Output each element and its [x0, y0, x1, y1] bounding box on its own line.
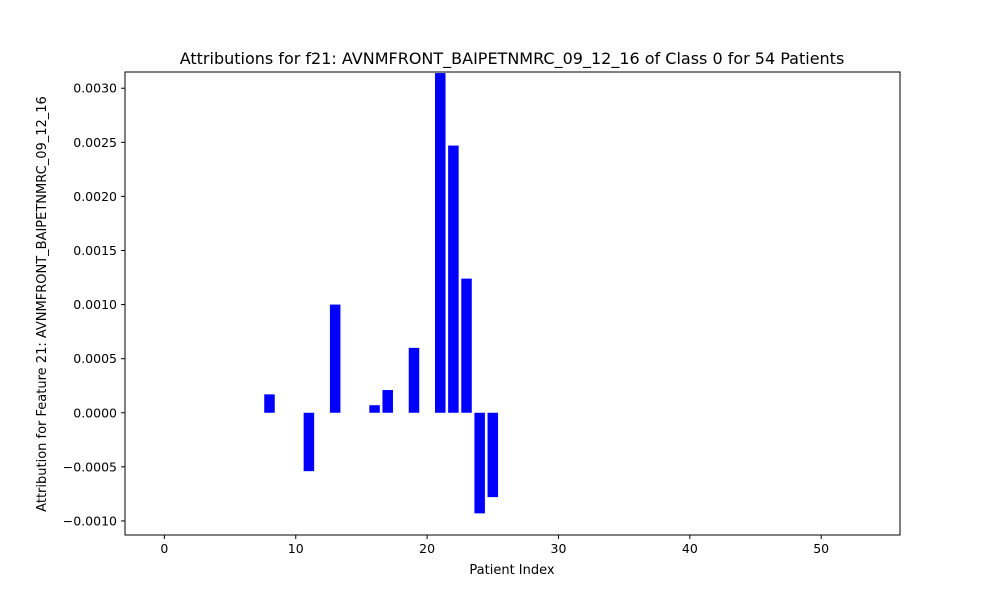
- y-tick-label: 0.0025: [73, 135, 117, 150]
- bar-patient-22: [448, 145, 459, 413]
- bar-patient-13: [329, 304, 341, 413]
- y-tick-label: 0.0020: [73, 189, 117, 204]
- bar-patient-25: [487, 412, 499, 498]
- y-axis-label: Attribution for Feature 21: AVNMFRONT_BA…: [35, 96, 50, 512]
- x-axis-label: Patient Index: [469, 563, 554, 578]
- y-tick-label: 0.0005: [73, 351, 117, 366]
- x-axis-ticks: 0 10 20 30 40 50: [160, 535, 829, 556]
- bar-patient-19: [408, 347, 420, 413]
- bar-patient-21: [435, 73, 446, 413]
- x-tick-label: 20: [419, 541, 435, 556]
- bar-patient-23: [461, 278, 472, 413]
- y-axis-ticks: −0.0010 −0.0005 0.0000 0.0005 0.0010 0.0015 0.…: [63, 81, 125, 528]
- bar-patient-24: [474, 412, 485, 514]
- bar-patient-17: [382, 390, 393, 413]
- plot-frame: [124, 71, 901, 536]
- bar-patient-16: [369, 405, 380, 413]
- bar-patient-8: [264, 394, 275, 413]
- y-tick-label: 0.0010: [73, 297, 117, 312]
- x-tick-label: 40: [682, 541, 698, 556]
- y-tick-label: 0.0030: [73, 81, 117, 96]
- y-tick-label: 0.0015: [73, 243, 117, 258]
- x-tick-label: 50: [813, 541, 829, 556]
- chart-title: Attributions for f21: AVNMFRONT_BAIPETNM…: [180, 49, 845, 69]
- bar-patient-11: [303, 412, 315, 472]
- x-tick-label: 10: [288, 541, 304, 556]
- y-tick-label: −0.0005: [63, 459, 117, 474]
- bars-group: [264, 73, 499, 514]
- y-tick-label: 0.0000: [73, 405, 117, 420]
- y-tick-label: −0.0010: [63, 513, 117, 528]
- x-tick-label: 0: [160, 541, 168, 556]
- x-tick-label: 30: [551, 541, 567, 556]
